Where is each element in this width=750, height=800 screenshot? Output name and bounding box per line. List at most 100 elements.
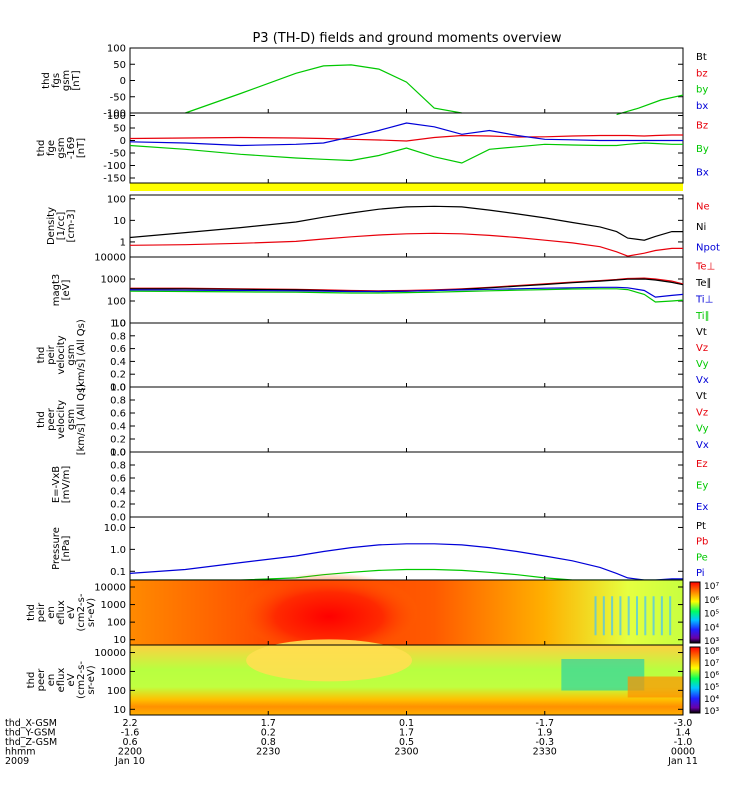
- status-strip: [130, 183, 683, 191]
- y-axis-label: (cm2-s-: [76, 593, 87, 631]
- legend-entry: Ne: [696, 201, 710, 212]
- y-tick-label: 1.0: [110, 319, 126, 330]
- footer-value: Jan 10: [114, 756, 145, 767]
- panel-pressure: 10.0 1.0 0.1 Pressure [nPa] Pt Pb Pe Pi: [51, 516, 708, 581]
- legend-entry: Vt: [696, 391, 707, 402]
- y-tick-label: 10: [113, 635, 126, 646]
- y-axis-label: thd: [26, 604, 37, 621]
- legend-entry: Ti∥: [695, 311, 710, 322]
- footer-value: 2.2: [122, 718, 137, 729]
- footer-value: 2330: [533, 747, 557, 758]
- y-axis-label: eV: [66, 673, 77, 686]
- panel-frame: [129, 322, 684, 388]
- spectrogram-peir-stripe: [644, 596, 647, 636]
- panel-peir_en: 10000 1000 100 10 thd peir en eflux eV (cm2-s-sr-…: [26, 572, 719, 653]
- y-axis-label: sr-eV): [86, 598, 97, 627]
- y-axis-label: fge: [46, 140, 57, 156]
- legend-entry: Ti⊥: [695, 294, 713, 305]
- footer-value: -1.6: [121, 728, 140, 739]
- spectrogram-peir-stripe: [635, 596, 638, 636]
- spectrogram-peir-stripe: [602, 596, 605, 636]
- y-tick-label: 0.1: [110, 567, 126, 578]
- y-axis-label: peer: [46, 407, 57, 431]
- spectrogram-peir-stripe: [669, 596, 672, 636]
- y-tick-label: 0.6: [110, 474, 126, 485]
- y-axis-label: E=-VxB: [51, 466, 62, 503]
- legend-entry: bx: [696, 101, 708, 112]
- footer-value: 0.2: [261, 728, 276, 739]
- y-axis-label: gsm: [61, 70, 72, 91]
- series-Ti-par: [129, 288, 684, 303]
- colorbar-label: 10³: [704, 707, 719, 717]
- y-axis-label: [nT]: [71, 70, 82, 90]
- legend-entry: Pi: [696, 568, 705, 579]
- y-tick-label: 1.0: [110, 545, 126, 556]
- y-axis-label: en: [46, 606, 57, 619]
- y-axis-label: -169: [66, 137, 77, 160]
- spectrogram-peer-hot: [627, 676, 683, 698]
- footer-value: 0.8: [261, 737, 276, 748]
- colorbar-label: 10⁵: [704, 610, 719, 620]
- spectrogram-peir-stripe: [619, 596, 622, 636]
- y-tick-label: 0.6: [110, 344, 126, 355]
- y-axis-label: [cm-3]: [66, 209, 77, 242]
- legend-entry: Ni: [696, 222, 706, 233]
- y-tick-label: 0.0: [110, 383, 126, 394]
- y-tick-label: 0.0: [110, 448, 126, 459]
- y-tick-label: 10: [113, 216, 126, 227]
- footer-value: 0.5: [399, 737, 414, 748]
- y-tick-label: 1: [120, 237, 126, 248]
- y-axis-label: [eV]: [61, 280, 72, 301]
- spectrogram-peir-stripe: [652, 596, 655, 636]
- y-axis-label: [nPa]: [61, 535, 72, 561]
- y-axis-label: thd: [41, 72, 52, 89]
- footer-value: 0.6: [122, 737, 137, 748]
- panel-temp: 10000 1000 100 10 magt3 [eV] Te⊥ Te∥ Ti⊥ Ti∥: [51, 253, 715, 330]
- series-Bz: [129, 134, 683, 142]
- footer-row-label: thd_Y-GSM: [5, 728, 56, 739]
- colorbar-label: 10⁵: [704, 683, 719, 693]
- legend-entry: Pb: [696, 537, 708, 548]
- y-tick-label: 1.0: [110, 383, 126, 394]
- y-axis-label: peir: [46, 344, 57, 364]
- y-tick-label: 0.4: [110, 357, 126, 368]
- footer-value: 0.1: [399, 718, 414, 729]
- footer-row-label: thd_X-GSM: [5, 718, 57, 729]
- y-tick-label: 1.0: [110, 448, 126, 459]
- y-tick-label: 100: [107, 194, 126, 205]
- footer-value: -1.7: [535, 718, 554, 729]
- legend-entry: Pt: [696, 521, 706, 532]
- series-Ti-perp: [129, 286, 684, 298]
- y-tick-label: 0.4: [110, 422, 126, 433]
- y-tick-label: 1000: [101, 667, 126, 678]
- footer-value: 2230: [256, 747, 280, 758]
- legend-entry: Bx: [696, 167, 709, 178]
- y-axis-label: peir: [36, 602, 47, 622]
- figure-title: P3 (TH-D) fields and ground moments over…: [252, 31, 561, 46]
- spectrogram-peir-stripe: [594, 596, 597, 636]
- panel-frame: [129, 194, 684, 258]
- legend-entry: bz: [696, 68, 708, 79]
- y-tick-label: -50: [110, 149, 126, 160]
- y-axis-label: (cm2-s-: [76, 661, 87, 699]
- y-tick-label: 0.2: [110, 370, 126, 381]
- y-axis-label: sr-eV): [86, 665, 97, 694]
- y-axis-label: peer: [36, 668, 47, 692]
- legend-entry: Te∥: [695, 278, 712, 289]
- colorbar-label: 10⁴: [704, 623, 719, 633]
- y-axis-label: Density: [46, 207, 57, 245]
- panel-frame: [129, 451, 684, 518]
- footer-row-label: thd_Z-GSM: [5, 737, 57, 748]
- series-by: [185, 64, 462, 114]
- y-axis-label: eflux: [56, 668, 67, 693]
- legend-entry: Vx: [696, 440, 709, 451]
- y-tick-label: 10000: [94, 582, 126, 593]
- legend-entry: Bz: [696, 121, 708, 132]
- y-tick-label: -50: [110, 92, 126, 103]
- y-tick-label: 0: [120, 76, 126, 87]
- y-tick-label: 0.0: [110, 513, 126, 524]
- series-Bx: [129, 122, 683, 147]
